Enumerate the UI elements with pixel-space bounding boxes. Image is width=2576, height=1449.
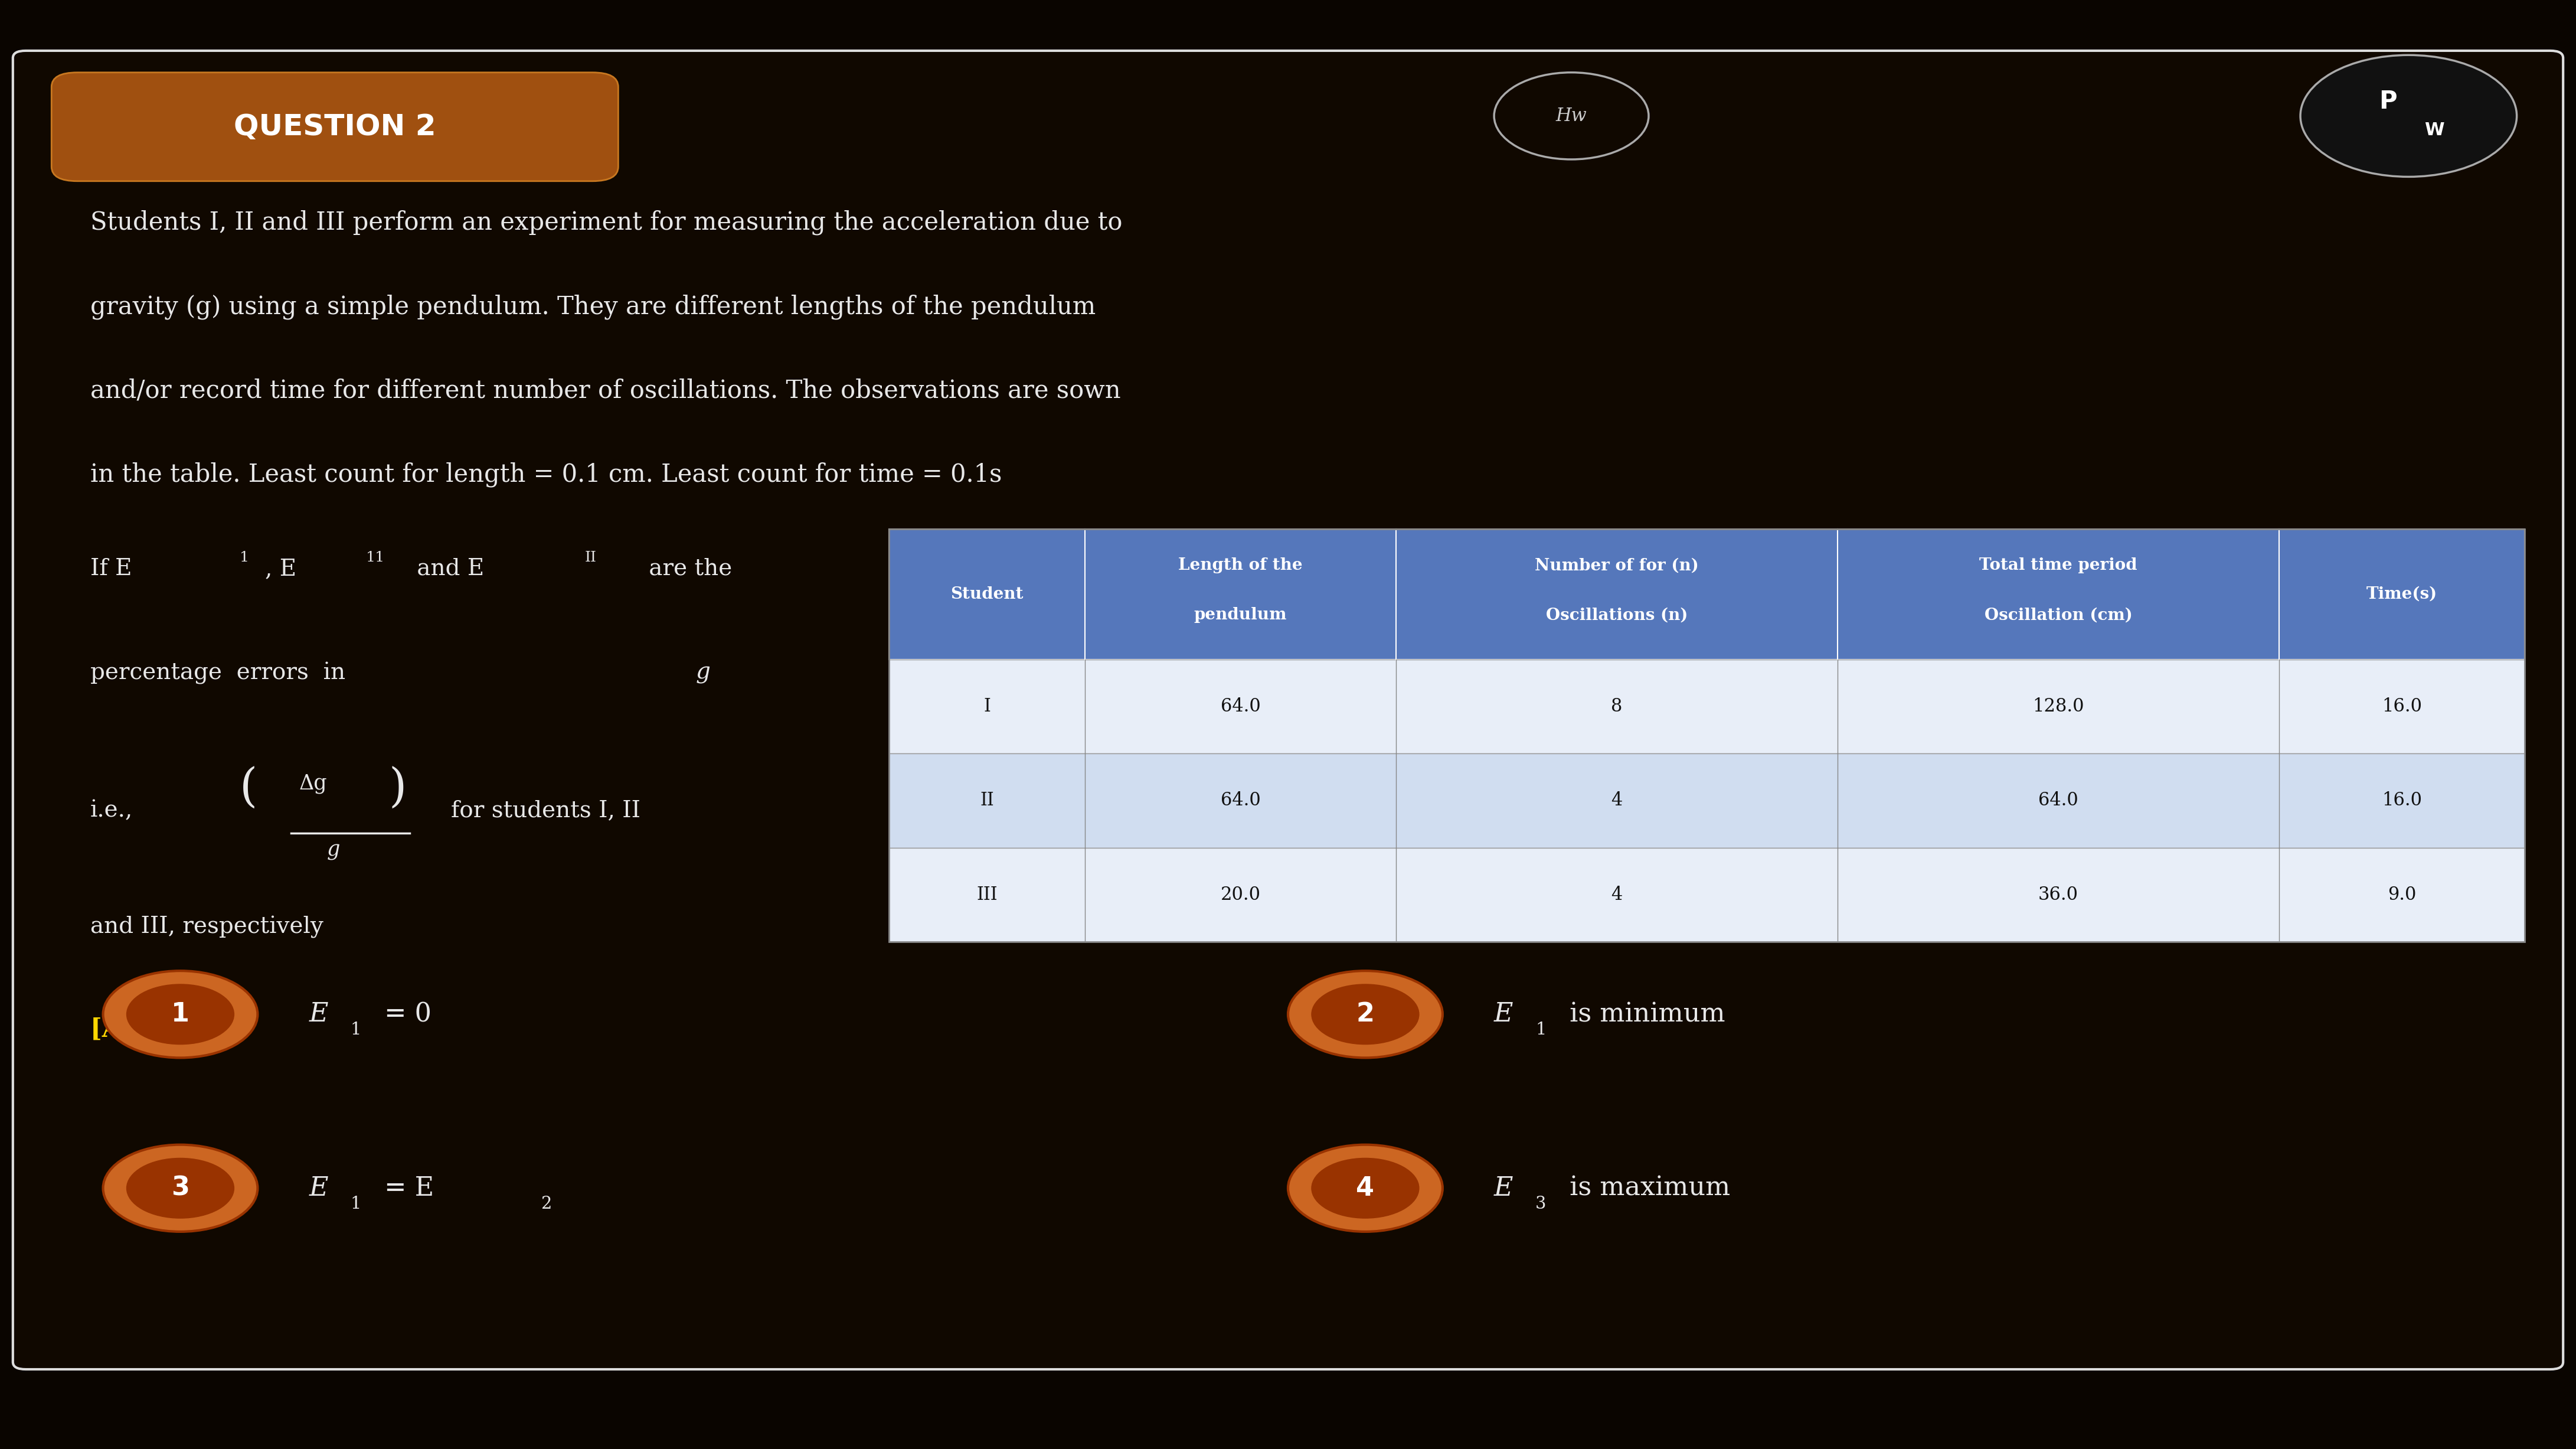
- Text: g: g: [696, 662, 711, 684]
- Text: Length of the: Length of the: [1177, 558, 1303, 574]
- Text: in the table. Least count for length = 0.1 cm. Least count for time = 0.1s: in the table. Least count for length = 0…: [90, 462, 1002, 487]
- Text: QUESTION 2: QUESTION 2: [234, 113, 435, 141]
- FancyBboxPatch shape: [889, 753, 2524, 848]
- Text: Number of for (n): Number of for (n): [1535, 558, 1698, 574]
- Text: If E: If E: [90, 558, 131, 580]
- Circle shape: [103, 1145, 258, 1232]
- Text: 11: 11: [366, 551, 384, 564]
- Circle shape: [1288, 971, 1443, 1058]
- Circle shape: [126, 1158, 234, 1219]
- Text: 36.0: 36.0: [2038, 885, 2079, 904]
- Text: , E: , E: [265, 558, 296, 580]
- Text: II: II: [979, 791, 994, 810]
- Text: 20.0: 20.0: [1221, 885, 1260, 904]
- Circle shape: [1288, 1145, 1443, 1232]
- Text: and III, respectively: and III, respectively: [90, 916, 322, 938]
- Text: Oscillation (cm): Oscillation (cm): [1984, 607, 2133, 623]
- Text: = 0: = 0: [376, 1001, 433, 1027]
- Text: is maximum: is maximum: [1561, 1175, 1731, 1201]
- Text: and/or record time for different number of oscillations. The observations are so: and/or record time for different number …: [90, 378, 1121, 403]
- Text: g: g: [327, 840, 340, 861]
- Text: III: III: [976, 885, 997, 904]
- Text: 1: 1: [170, 1001, 191, 1027]
- Text: is minimum: is minimum: [1561, 1001, 1726, 1027]
- Text: 64.0: 64.0: [1221, 791, 1260, 810]
- FancyBboxPatch shape: [13, 51, 2563, 1369]
- FancyBboxPatch shape: [889, 529, 2524, 659]
- Text: II: II: [585, 551, 598, 564]
- Text: Total time period: Total time period: [1978, 558, 2138, 574]
- Text: 3: 3: [170, 1175, 191, 1201]
- Circle shape: [103, 971, 258, 1058]
- Text: Oscillations (n): Oscillations (n): [1546, 607, 1687, 623]
- Text: 1: 1: [1535, 1022, 1546, 1037]
- Text: 1: 1: [240, 551, 250, 564]
- Text: 4: 4: [1610, 791, 1623, 810]
- Text: Time(s): Time(s): [2367, 585, 2437, 603]
- FancyBboxPatch shape: [52, 72, 618, 181]
- Text: percentage  errors  in: percentage errors in: [90, 662, 361, 684]
- Text: 16.0: 16.0: [2383, 791, 2421, 810]
- Text: Hw: Hw: [1556, 107, 1587, 125]
- Text: i.e.,: i.e.,: [90, 800, 134, 822]
- Text: Students I, II and III perform an experiment for measuring the acceleration due : Students I, II and III perform an experi…: [90, 210, 1123, 235]
- Text: = E: = E: [376, 1175, 435, 1201]
- Text: Δg: Δg: [299, 774, 327, 794]
- Text: P: P: [2378, 88, 2398, 114]
- Text: for students I, II: for students I, II: [451, 800, 641, 822]
- Text: 3: 3: [1535, 1195, 1546, 1211]
- Text: W: W: [2424, 122, 2445, 139]
- Text: ): ): [389, 767, 407, 811]
- Text: gravity (g) using a simple pendulum. They are different lengths of the pendulum: gravity (g) using a simple pendulum. The…: [90, 294, 1095, 319]
- FancyBboxPatch shape: [889, 848, 2524, 942]
- Text: 1: 1: [350, 1195, 361, 1211]
- Text: 128.0: 128.0: [2032, 697, 2084, 716]
- FancyBboxPatch shape: [889, 659, 2524, 753]
- Text: 2: 2: [1355, 1001, 1376, 1027]
- Text: [Adv 2008]: [Adv 2008]: [90, 1017, 242, 1042]
- Circle shape: [2300, 55, 2517, 177]
- Text: 4: 4: [1355, 1175, 1376, 1201]
- Text: are the: are the: [641, 558, 732, 580]
- Text: Student: Student: [951, 585, 1023, 603]
- Text: E: E: [309, 1175, 327, 1201]
- Circle shape: [1311, 1158, 1419, 1219]
- Circle shape: [126, 984, 234, 1045]
- Text: 16.0: 16.0: [2383, 697, 2421, 716]
- Text: E: E: [1494, 1175, 1512, 1201]
- Text: 64.0: 64.0: [1221, 697, 1260, 716]
- Text: 2: 2: [541, 1195, 551, 1211]
- Text: E: E: [1494, 1001, 1512, 1027]
- Text: and E: and E: [410, 558, 484, 580]
- Text: E: E: [309, 1001, 327, 1027]
- Text: 1: 1: [350, 1022, 361, 1037]
- Text: (: (: [240, 767, 258, 811]
- Text: 64.0: 64.0: [2038, 791, 2079, 810]
- Text: I: I: [984, 697, 989, 716]
- Bar: [889, 529, 2524, 942]
- Circle shape: [1311, 984, 1419, 1045]
- Text: pendulum: pendulum: [1193, 607, 1288, 623]
- Text: 9.0: 9.0: [2388, 885, 2416, 904]
- Text: 4: 4: [1610, 885, 1623, 904]
- Text: 8: 8: [1610, 697, 1623, 716]
